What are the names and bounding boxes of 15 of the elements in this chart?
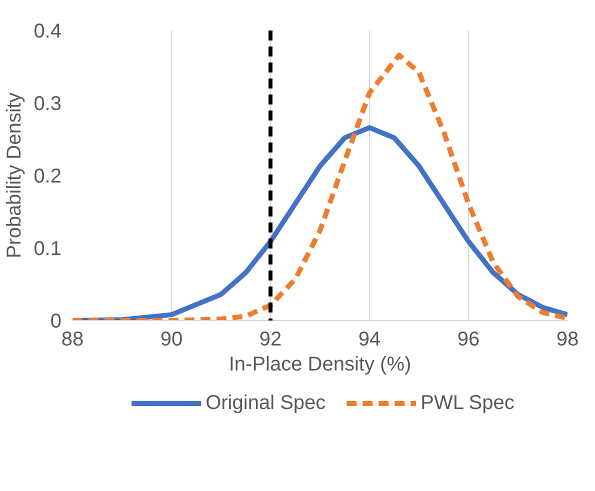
y-tick-label: 0.2 bbox=[34, 166, 62, 188]
y-tick-label: 0.3 bbox=[34, 93, 62, 115]
x-tick-label: 94 bbox=[358, 328, 381, 350]
x-tick-label: 88 bbox=[61, 328, 84, 350]
x-tick-label: 96 bbox=[457, 328, 480, 350]
legend-label: Original Spec bbox=[206, 391, 326, 415]
y-tick-label: 0 bbox=[50, 310, 62, 332]
x-tick-label: 92 bbox=[259, 328, 282, 350]
x-axis-title: In-Place Density (%) bbox=[228, 354, 412, 376]
x-tick-label: 90 bbox=[160, 328, 183, 350]
x-tick-label: 98 bbox=[556, 328, 579, 350]
y-axis-title: Probability Density bbox=[4, 92, 26, 258]
y-tick-label: 0.1 bbox=[34, 238, 62, 260]
legend-label: PWL Spec bbox=[420, 391, 514, 415]
y-tick-label: 0.4 bbox=[34, 20, 62, 42]
